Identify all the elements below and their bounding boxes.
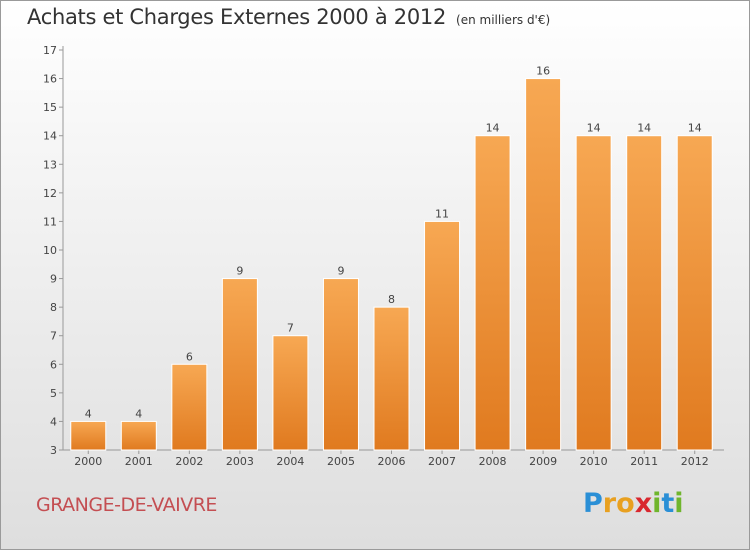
y-tick-label: 5 bbox=[50, 387, 57, 400]
bar-2010 bbox=[575, 135, 612, 451]
bar-2009 bbox=[525, 78, 562, 451]
y-tick-label: 6 bbox=[50, 358, 57, 371]
data-label-2005: 9 bbox=[337, 265, 344, 278]
bar-2012 bbox=[676, 135, 713, 451]
y-tick-label: 16 bbox=[43, 73, 57, 86]
y-tick-label: 4 bbox=[50, 415, 57, 428]
proxiti-logo: Proxiti bbox=[583, 488, 684, 519]
y-tick-label: 7 bbox=[50, 330, 57, 343]
data-label-2009: 16 bbox=[536, 65, 550, 78]
x-tick-label: 2005 bbox=[327, 455, 355, 468]
bar-2003 bbox=[221, 278, 258, 451]
bar-2006 bbox=[373, 306, 410, 451]
y-axis: 3 4 5 6 7 8 9 10 11 12 13 14 15 16 17 bbox=[43, 44, 64, 457]
y-tick-label: 11 bbox=[43, 215, 57, 228]
x-tick-label: 2003 bbox=[226, 455, 254, 468]
logo-letter: i bbox=[674, 488, 684, 519]
x-axis: 2000 2001 2002 2003 2004 2005 2006 2007 2008 2009… bbox=[63, 449, 724, 468]
x-tick-label: 2001 bbox=[125, 455, 153, 468]
y-tick-label: 3 bbox=[50, 444, 57, 457]
y-tick-label: 17 bbox=[43, 44, 57, 57]
x-tick-label: 2004 bbox=[276, 455, 304, 468]
bar-2000 bbox=[70, 420, 107, 451]
logo-letter: P bbox=[583, 488, 603, 519]
x-tick-label: 2008 bbox=[479, 455, 507, 468]
y-tick-label: 9 bbox=[50, 273, 57, 286]
bar-2007 bbox=[424, 220, 461, 451]
bar-2004 bbox=[272, 335, 309, 451]
data-label-2000: 4 bbox=[85, 407, 92, 420]
chart-title: Achats et Charges Externes 2000 à 2012 (e… bbox=[27, 5, 550, 29]
y-tick-label: 14 bbox=[43, 130, 57, 143]
data-label-2010: 14 bbox=[587, 122, 601, 135]
x-tick-label: 2007 bbox=[428, 455, 456, 468]
logo-letter: t bbox=[661, 488, 675, 519]
bar-2001 bbox=[120, 420, 157, 451]
data-label-2008: 14 bbox=[486, 122, 500, 135]
bars: 4 4 6 9 7 9 8 11 14 16 14 14 14 bbox=[70, 65, 713, 451]
x-tick-label: 2011 bbox=[630, 455, 658, 468]
y-tick-label: 13 bbox=[43, 158, 57, 171]
data-label-2012: 14 bbox=[688, 122, 702, 135]
y-tick-label: 8 bbox=[50, 301, 57, 314]
y-tick-label: 12 bbox=[43, 187, 57, 200]
data-label-2011: 14 bbox=[637, 122, 651, 135]
logo-letter: r bbox=[602, 488, 617, 519]
commune-name: GRANGE-DE-VAIVRE bbox=[36, 494, 217, 516]
x-tick-label: 2009 bbox=[529, 455, 557, 468]
x-tick-label: 2000 bbox=[74, 455, 102, 468]
logo-letter: x bbox=[634, 488, 653, 519]
logo-letter: i bbox=[652, 488, 662, 519]
title-text: Achats et Charges Externes 2000 à 2012 bbox=[27, 5, 447, 29]
bar-2002 bbox=[171, 363, 208, 451]
bar-2011 bbox=[626, 135, 663, 451]
bar-2008 bbox=[474, 135, 511, 451]
data-label-2007: 11 bbox=[435, 207, 449, 220]
x-tick-label: 2010 bbox=[580, 455, 608, 468]
data-label-2003: 9 bbox=[236, 265, 243, 278]
unit-label: (en milliers d'€) bbox=[456, 13, 551, 27]
y-tick-label: 10 bbox=[43, 244, 57, 257]
data-label-2006: 8 bbox=[388, 293, 395, 306]
logo-letter: o bbox=[616, 488, 635, 519]
data-label-2004: 7 bbox=[287, 322, 294, 335]
x-tick-label: 2012 bbox=[681, 455, 709, 468]
x-tick-label: 2006 bbox=[378, 455, 406, 468]
data-label-2002: 6 bbox=[186, 350, 193, 363]
bar-2005 bbox=[322, 278, 359, 451]
y-tick-label: 15 bbox=[43, 101, 57, 114]
data-label-2001: 4 bbox=[135, 407, 142, 420]
x-tick-label: 2002 bbox=[175, 455, 203, 468]
